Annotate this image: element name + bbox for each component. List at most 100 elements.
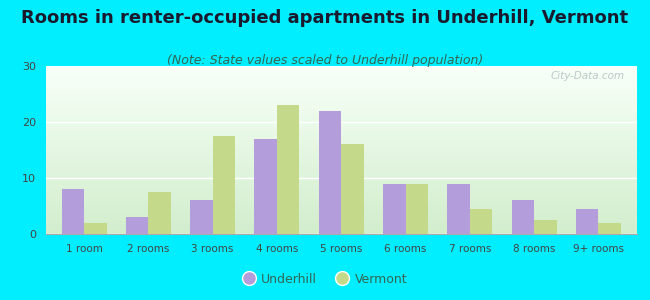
- Bar: [46, 94, 637, 96]
- Bar: [46, 74, 637, 76]
- Bar: [46, 145, 637, 147]
- Bar: [190, 200, 213, 234]
- Bar: [46, 106, 637, 108]
- Bar: [46, 89, 637, 91]
- Bar: [46, 184, 637, 185]
- Bar: [46, 116, 637, 118]
- Bar: [46, 214, 637, 215]
- Bar: [46, 100, 637, 101]
- Text: Rooms in renter-occupied apartments in Underhill, Vermont: Rooms in renter-occupied apartments in U…: [21, 9, 629, 27]
- Bar: [46, 220, 637, 222]
- Bar: [46, 217, 637, 219]
- Bar: [470, 209, 492, 234]
- Bar: [46, 96, 637, 98]
- Bar: [406, 184, 428, 234]
- Bar: [46, 136, 637, 138]
- Bar: [46, 71, 637, 73]
- Bar: [46, 147, 637, 148]
- Bar: [46, 85, 637, 86]
- Bar: [46, 164, 637, 165]
- Bar: [46, 83, 637, 85]
- Bar: [46, 231, 637, 232]
- Bar: [46, 212, 637, 214]
- Bar: [46, 140, 637, 142]
- Bar: [46, 206, 637, 207]
- Bar: [46, 204, 637, 206]
- Bar: [46, 187, 637, 189]
- Bar: [46, 133, 637, 135]
- Bar: [46, 118, 637, 120]
- Bar: [62, 189, 84, 234]
- Bar: [46, 125, 637, 127]
- Bar: [46, 209, 637, 211]
- Bar: [46, 93, 637, 94]
- Text: (Note: State values scaled to Underhill population): (Note: State values scaled to Underhill …: [167, 54, 483, 67]
- Bar: [46, 130, 637, 131]
- Bar: [46, 66, 637, 68]
- Bar: [84, 223, 107, 234]
- Bar: [46, 189, 637, 190]
- Bar: [46, 111, 637, 113]
- Bar: [599, 223, 621, 234]
- Bar: [46, 113, 637, 115]
- Bar: [46, 69, 637, 71]
- Bar: [46, 108, 637, 110]
- Bar: [447, 184, 470, 234]
- Bar: [46, 172, 637, 173]
- Bar: [46, 219, 637, 220]
- Bar: [46, 167, 637, 169]
- Bar: [46, 173, 637, 175]
- Bar: [46, 142, 637, 143]
- Bar: [46, 202, 637, 204]
- Bar: [46, 152, 637, 153]
- Bar: [46, 143, 637, 145]
- Bar: [46, 138, 637, 140]
- Bar: [46, 155, 637, 157]
- Bar: [46, 207, 637, 209]
- Bar: [148, 192, 171, 234]
- Bar: [46, 180, 637, 182]
- Bar: [46, 86, 637, 88]
- Bar: [46, 122, 637, 123]
- Bar: [46, 150, 637, 152]
- Bar: [46, 200, 637, 202]
- Bar: [46, 197, 637, 199]
- Bar: [46, 135, 637, 136]
- Bar: [46, 153, 637, 155]
- Bar: [576, 209, 599, 234]
- Bar: [277, 105, 300, 234]
- Bar: [46, 76, 637, 78]
- Bar: [46, 165, 637, 167]
- Bar: [46, 73, 637, 74]
- Bar: [46, 232, 637, 234]
- Bar: [46, 148, 637, 150]
- Legend: Underhill, Vermont: Underhill, Vermont: [237, 268, 413, 291]
- Bar: [46, 175, 637, 177]
- Bar: [46, 110, 637, 111]
- Bar: [46, 224, 637, 226]
- Bar: [46, 105, 637, 106]
- Bar: [254, 139, 277, 234]
- Bar: [383, 184, 406, 234]
- Bar: [46, 115, 637, 116]
- Bar: [46, 81, 637, 83]
- Bar: [46, 211, 637, 212]
- Bar: [46, 215, 637, 217]
- Bar: [46, 128, 637, 130]
- Bar: [126, 217, 148, 234]
- Bar: [46, 169, 637, 170]
- Bar: [318, 111, 341, 234]
- Bar: [46, 227, 637, 229]
- Bar: [46, 157, 637, 158]
- Bar: [46, 131, 637, 133]
- Bar: [534, 220, 556, 234]
- Bar: [46, 120, 637, 122]
- Bar: [46, 192, 637, 194]
- Bar: [46, 185, 637, 187]
- Bar: [341, 144, 364, 234]
- Bar: [46, 195, 637, 197]
- Bar: [46, 80, 637, 81]
- Bar: [46, 158, 637, 160]
- Bar: [46, 91, 637, 93]
- Bar: [46, 178, 637, 180]
